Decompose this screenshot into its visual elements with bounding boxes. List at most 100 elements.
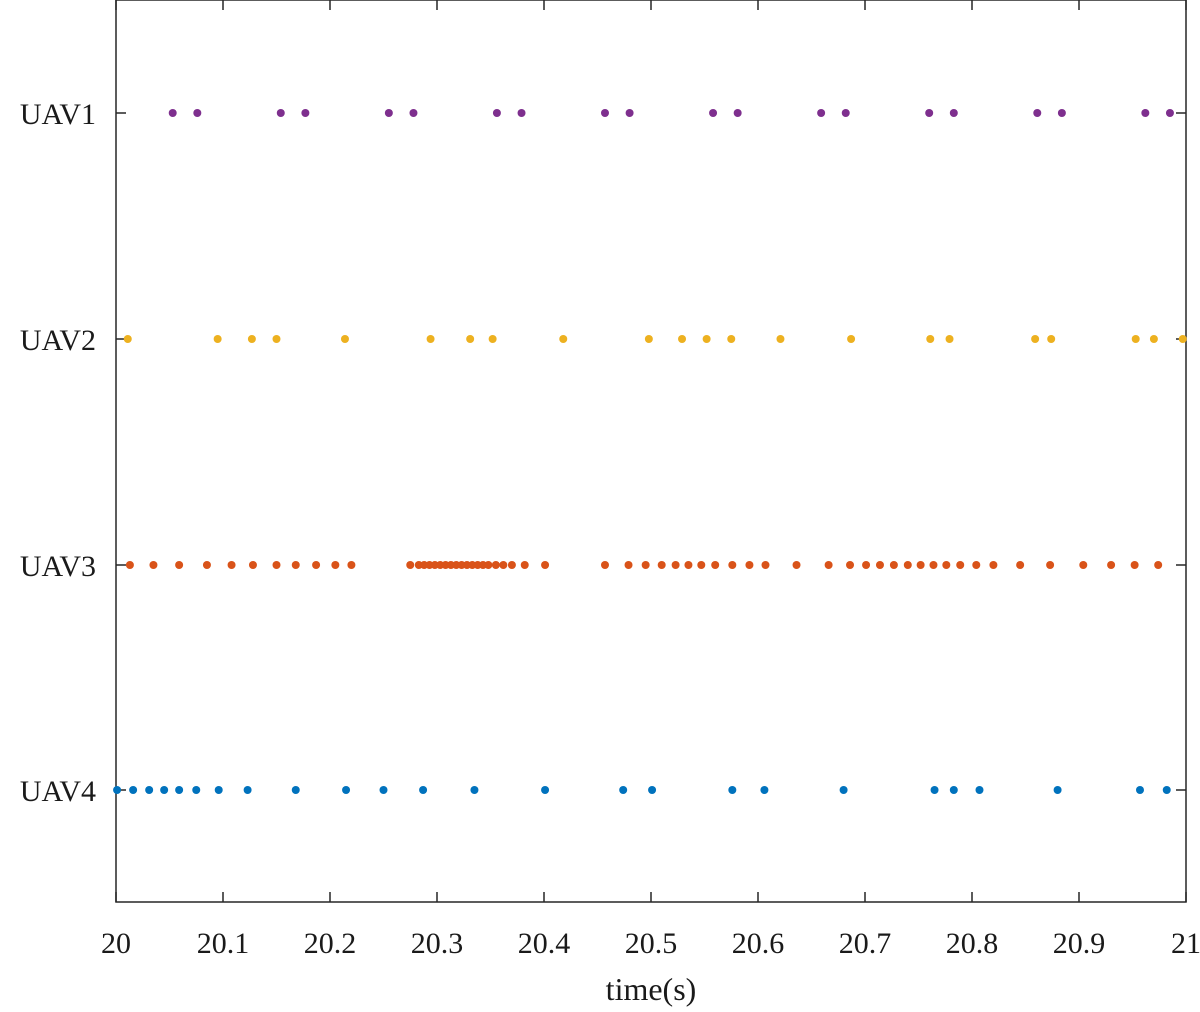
event-point: [291, 786, 300, 794]
event-point: [1046, 561, 1055, 569]
event-point: [926, 335, 935, 343]
event-point: [1107, 561, 1116, 569]
y-tick-label-uav4: UAV4: [20, 775, 96, 808]
event-point: [192, 786, 201, 794]
event-point: [1149, 335, 1158, 343]
event-point: [657, 561, 666, 569]
event-point: [624, 561, 633, 569]
event-point: [276, 109, 285, 117]
event-point: [761, 561, 770, 569]
event-point: [625, 109, 634, 117]
event-point: [214, 786, 223, 794]
x-tick-label: 20.3: [411, 927, 464, 960]
event-point: [559, 335, 568, 343]
event-point: [760, 786, 769, 794]
event-point: [916, 561, 925, 569]
x-tick-label: 20.8: [946, 927, 999, 960]
event-point: [193, 109, 202, 117]
event-point: [846, 561, 855, 569]
event-point: [1053, 786, 1062, 794]
event-point: [1031, 335, 1040, 343]
event-point: [491, 561, 500, 569]
event-point: [733, 109, 742, 117]
event-point: [930, 786, 939, 794]
event-point: [889, 561, 898, 569]
event-point: [875, 561, 884, 569]
event-point: [168, 109, 177, 117]
event-point: [824, 561, 833, 569]
event-point: [925, 109, 934, 117]
plot-area: [115, 0, 1187, 903]
event-point: [113, 786, 122, 794]
event-point: [499, 561, 508, 569]
event-point: [409, 109, 418, 117]
series-uav2: [123, 335, 1187, 343]
x-tick-label: 20.7: [839, 927, 892, 960]
y-tick-label-uav2: UAV2: [20, 324, 96, 357]
event-point: [123, 335, 132, 343]
x-tick-label: 20.2: [304, 927, 357, 960]
y-tick-label-uav1: UAV1: [20, 98, 96, 131]
event-point: [1141, 109, 1150, 117]
event-point: [272, 561, 281, 569]
event-point: [678, 335, 687, 343]
x-tick-label: 20: [101, 927, 131, 960]
event-point: [619, 786, 628, 794]
event-point: [903, 561, 912, 569]
series-uav1: [168, 109, 1174, 117]
event-point: [160, 786, 169, 794]
event-point: [301, 109, 310, 117]
event-point: [331, 561, 340, 569]
event-point: [989, 561, 998, 569]
x-tick-label: 20.5: [625, 927, 678, 960]
event-point: [975, 786, 984, 794]
x-tick-label: 20.6: [732, 927, 785, 960]
event-point: [312, 561, 321, 569]
event-point: [1165, 109, 1174, 117]
event-point: [202, 561, 211, 569]
event-point: [776, 335, 785, 343]
event-point: [419, 786, 428, 794]
event-point: [379, 786, 388, 794]
event-point: [600, 109, 609, 117]
event-point: [243, 786, 252, 794]
event-point: [342, 786, 351, 794]
event-point: [272, 335, 281, 343]
event-point: [727, 335, 736, 343]
event-point: [175, 561, 184, 569]
y-axis: UAV1 UAV2 UAV3 UAV4: [20, 98, 1186, 808]
x-axis: 20 20.1 20.2 20.3 20.4 20.5 20.6 20.7 20.8 20.9 21: [101, 0, 1200, 960]
x-tick-label: 20.1: [197, 927, 250, 960]
event-point: [149, 561, 158, 569]
event-point: [1178, 335, 1187, 343]
event-point: [929, 561, 938, 569]
event-point: [1130, 561, 1139, 569]
event-point: [702, 335, 711, 343]
event-point: [671, 561, 680, 569]
event-point: [507, 561, 516, 569]
data-points: [113, 109, 1187, 794]
event-point: [600, 561, 609, 569]
event-point: [347, 561, 356, 569]
event-point: [1131, 335, 1140, 343]
event-point: [1033, 109, 1042, 117]
event-point: [862, 561, 871, 569]
x-tick-label: 20.4: [518, 927, 571, 960]
event-point: [641, 561, 650, 569]
event-point: [1135, 786, 1144, 794]
event-point: [248, 561, 257, 569]
event-point: [841, 109, 850, 117]
series-uav3: [125, 561, 1163, 569]
event-point: [291, 561, 300, 569]
event-point: [492, 109, 501, 117]
event-point: [517, 109, 526, 117]
event-point: [728, 786, 737, 794]
event-point: [949, 109, 958, 117]
event-point: [709, 109, 718, 117]
event-point: [1047, 335, 1056, 343]
event-point: [384, 109, 393, 117]
event-point: [648, 786, 657, 794]
event-point: [792, 561, 801, 569]
event-point: [213, 335, 222, 343]
